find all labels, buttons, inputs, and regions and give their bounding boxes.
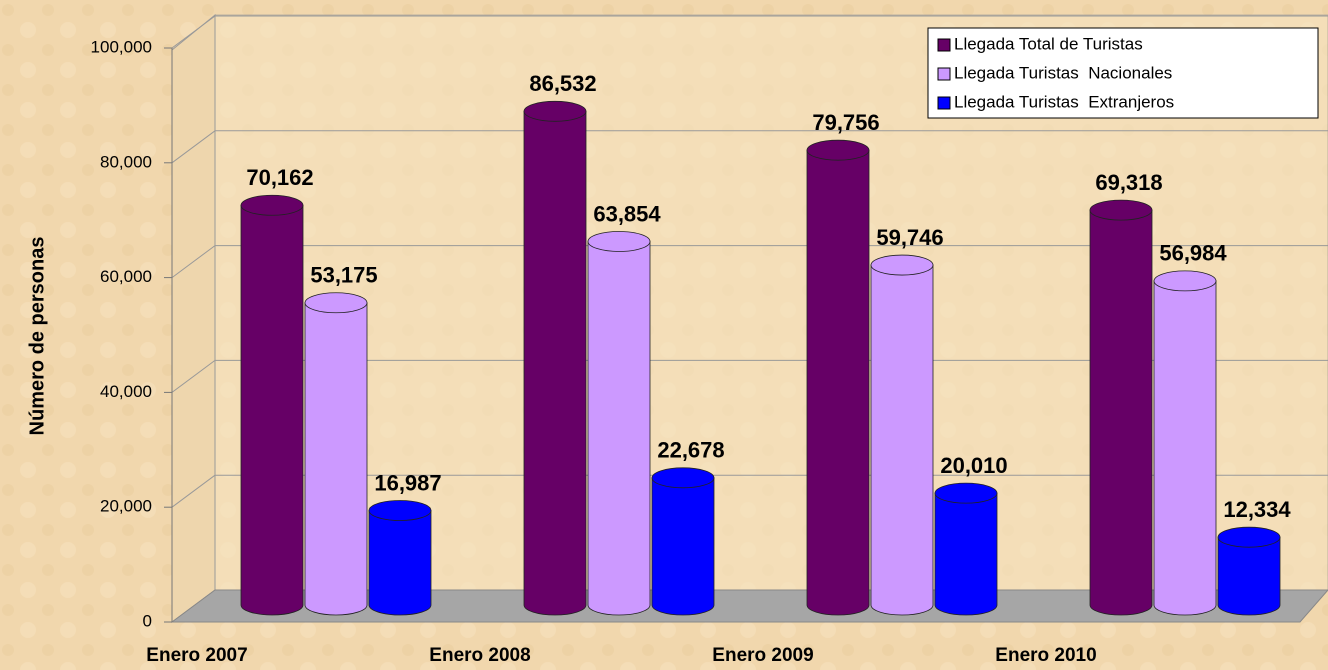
value-label: 56,984 (1159, 241, 1227, 266)
bar-top (1217, 526, 1281, 548)
legend-label: Llegada Turistas Extranjeros (954, 92, 1174, 111)
value-label: 70,162 (246, 165, 313, 190)
bar-top (1089, 199, 1153, 221)
bar-top (651, 467, 715, 489)
bar-top (806, 139, 870, 161)
grid-line (171, 15, 216, 49)
value-label: 16,987 (374, 470, 441, 495)
y-tick-label: 0 (143, 611, 152, 630)
bar (1153, 280, 1217, 616)
side-wall (171, 13, 216, 623)
value-label: 86,532 (529, 71, 596, 96)
value-label: 53,175 (310, 263, 377, 288)
bar-top (240, 194, 304, 216)
legend-swatch (937, 96, 951, 110)
legend-label: Llegada Total de Turistas (954, 34, 1143, 53)
bar (368, 510, 432, 616)
bar (587, 241, 651, 616)
value-label: 79,756 (812, 110, 879, 135)
bar (240, 204, 304, 616)
legend-swatch (937, 38, 951, 52)
x-tick-label: Enero 2007 (146, 645, 247, 666)
bar-top (587, 231, 651, 252)
value-label: 22,678 (657, 438, 724, 463)
bar-top (870, 254, 934, 276)
legend-swatch (937, 67, 951, 81)
grid-line (171, 474, 216, 508)
grid-line (171, 130, 216, 164)
y-tick-label: 80,000 (100, 152, 152, 171)
y-tick-label: 40,000 (100, 382, 152, 401)
y-tick-label: 100,000 (91, 37, 152, 56)
value-label: 63,854 (593, 201, 661, 226)
grid-line (171, 245, 216, 279)
x-tick-label: Enero 2008 (429, 645, 530, 666)
bar (870, 264, 934, 616)
bar (523, 110, 587, 616)
y-tick-label: 60,000 (100, 267, 152, 286)
y-axis-label: Número de personas (26, 237, 48, 436)
bar (1217, 536, 1281, 616)
bar (934, 492, 998, 616)
bar-top (1153, 270, 1217, 292)
x-tick-label: Enero 2010 (995, 645, 1096, 666)
bar (1089, 209, 1153, 616)
bar-top (523, 100, 587, 122)
x-tick-label: Enero 2009 (712, 645, 813, 666)
value-label: 69,318 (1095, 170, 1162, 195)
bar (304, 302, 368, 616)
bar-top (304, 292, 368, 314)
grid-line (171, 359, 216, 393)
bar (806, 149, 870, 616)
bar (651, 477, 715, 616)
floor (170, 589, 1328, 623)
value-label: 12,334 (1223, 497, 1291, 522)
legend-label: Llegada Turistas Nacionales (954, 63, 1172, 82)
y-tick-label: 20,000 (100, 497, 152, 516)
legend (927, 27, 1319, 119)
bar-top (934, 482, 998, 504)
bar-top (368, 500, 432, 521)
value-label: 20,010 (940, 453, 1007, 478)
value-label: 59,746 (876, 225, 943, 250)
